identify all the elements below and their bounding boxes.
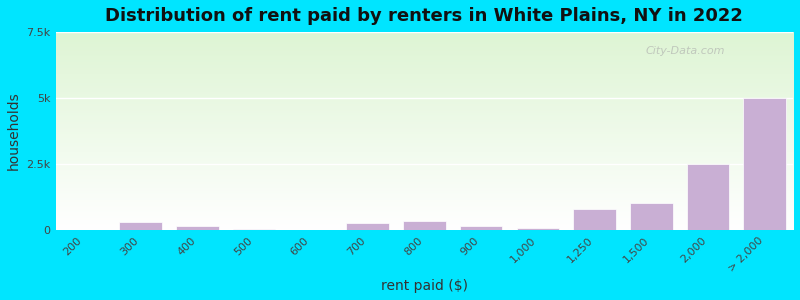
Bar <box>743 98 786 230</box>
Bar <box>119 222 162 230</box>
Bar <box>574 208 616 230</box>
X-axis label: rent paid ($): rent paid ($) <box>381 279 468 293</box>
Bar <box>517 227 559 230</box>
Bar <box>403 221 446 230</box>
Y-axis label: households: households <box>7 92 21 170</box>
Bar <box>176 226 218 230</box>
Bar <box>630 203 673 230</box>
Title: Distribution of rent paid by renters in White Plains, NY in 2022: Distribution of rent paid by renters in … <box>106 7 743 25</box>
Bar <box>346 223 389 230</box>
Bar <box>460 226 502 230</box>
Bar <box>686 164 730 230</box>
Text: City-Data.com: City-Data.com <box>646 46 725 56</box>
